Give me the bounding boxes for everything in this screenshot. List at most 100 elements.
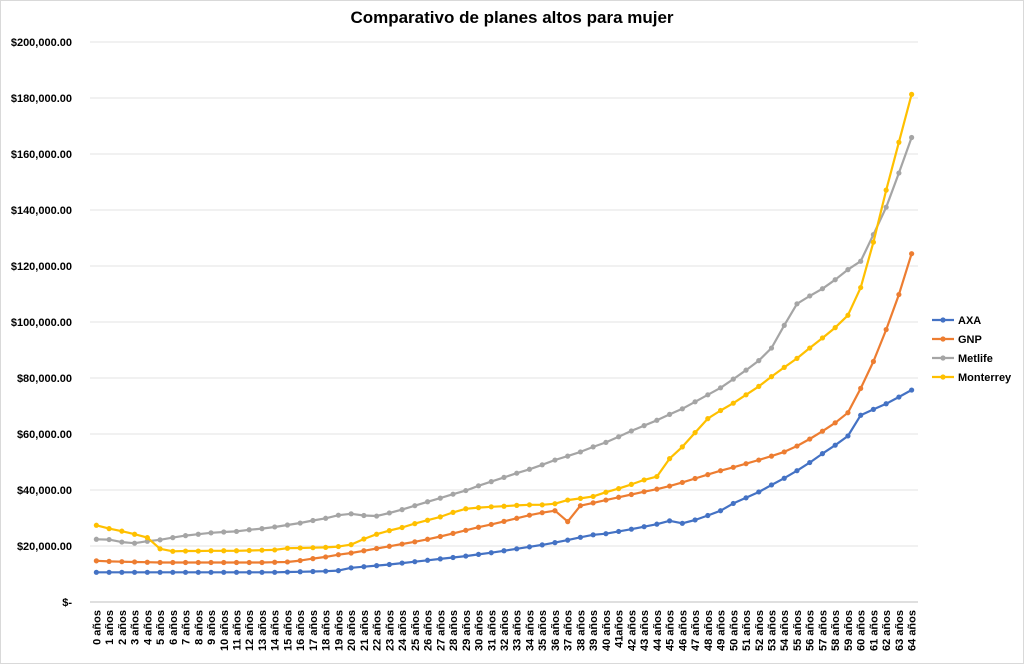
x-tick-label: 18 años <box>321 610 333 651</box>
x-tick-label: 47 años <box>690 610 702 651</box>
data-point-gnp <box>730 464 736 470</box>
data-point-metlife <box>386 510 392 516</box>
data-point-metlife <box>195 531 201 537</box>
data-point-monterrey <box>768 374 775 380</box>
data-point-gnp <box>259 559 265 566</box>
x-tick-label: 6 años <box>168 610 180 645</box>
data-point-axa <box>717 508 724 514</box>
y-tick-label: $60,000.00 <box>17 429 72 441</box>
data-point-axa <box>106 569 112 575</box>
data-point-axa <box>412 559 418 565</box>
data-point-monterrey <box>717 407 724 414</box>
x-tick-label: 14 años <box>270 610 282 651</box>
x-tick-label: 62 años <box>881 610 893 651</box>
data-point-metlife <box>730 376 736 382</box>
data-point-metlife <box>501 474 507 480</box>
x-tick-label: 10 años <box>219 610 231 651</box>
data-point-axa <box>870 406 877 412</box>
data-point-gnp <box>93 558 99 564</box>
data-point-metlife <box>832 277 838 283</box>
data-point-axa <box>667 518 673 524</box>
data-point-gnp <box>412 539 418 545</box>
data-point-axa <box>526 544 533 550</box>
x-tick-label: 3 años <box>130 610 142 645</box>
x-tick-label: 58 años <box>830 610 842 651</box>
data-point-axa <box>246 569 252 575</box>
data-point-metlife <box>616 434 622 440</box>
data-point-gnp <box>437 533 443 540</box>
data-point-metlife <box>475 483 482 489</box>
data-point-metlife <box>259 526 265 532</box>
data-point-gnp <box>361 548 367 554</box>
x-tick-label: 8 años <box>193 610 205 645</box>
data-point-metlife <box>374 513 380 519</box>
data-point-monterrey <box>335 543 341 550</box>
x-tick-label: 26 años <box>423 610 435 651</box>
x-tick-label: 11 años <box>231 610 243 650</box>
data-point-axa <box>896 394 902 400</box>
data-point-gnp <box>819 428 826 434</box>
data-point-metlife <box>399 507 405 513</box>
data-point-metlife <box>717 385 724 391</box>
data-point-monterrey <box>603 489 609 495</box>
x-tick-label: 1 años <box>104 610 116 645</box>
data-point-monterrey <box>437 514 443 520</box>
data-point-axa <box>858 412 864 418</box>
series-lines <box>93 91 915 575</box>
data-point-gnp <box>475 524 482 530</box>
data-point-axa <box>195 569 201 575</box>
series-line-monterrey <box>96 94 913 553</box>
data-point-monterrey <box>526 502 533 508</box>
data-point-monterrey <box>361 536 367 542</box>
data-point-metlife <box>781 322 787 328</box>
x-tick-label: 54 años <box>779 610 791 651</box>
data-point-axa <box>832 442 838 448</box>
data-point-metlife <box>208 530 214 536</box>
series-line-gnp <box>96 253 913 564</box>
x-tick-label: 22 años <box>372 610 384 651</box>
series-line-metlife <box>96 137 913 545</box>
data-point-monterrey <box>374 531 380 537</box>
x-tick-label: 0 años <box>91 610 103 645</box>
data-point-gnp <box>845 410 851 416</box>
x-tick-label: 5 años <box>155 610 167 645</box>
data-point-gnp <box>794 443 800 449</box>
data-point-monterrey <box>310 545 316 551</box>
data-point-gnp <box>832 420 838 426</box>
data-point-axa <box>374 563 380 569</box>
x-tick-label: 38 años <box>575 610 587 651</box>
legend-label-monterrey: Monterrey <box>958 372 1012 384</box>
data-point-gnp <box>272 559 278 565</box>
x-tick-label: 24 años <box>397 610 409 651</box>
data-point-metlife <box>896 170 902 176</box>
data-point-metlife <box>667 411 673 417</box>
x-tick-label: 51 años <box>741 610 753 651</box>
data-point-axa <box>259 569 265 575</box>
data-point-metlife <box>590 444 596 450</box>
data-point-monterrey <box>501 503 507 509</box>
x-tick-label: 34 años <box>524 610 536 651</box>
data-point-monterrey <box>539 502 545 508</box>
data-point-gnp <box>539 510 545 516</box>
data-point-axa <box>233 569 240 575</box>
data-point-monterrey <box>692 430 698 436</box>
data-point-axa <box>781 475 787 481</box>
data-point-monterrey <box>705 416 711 422</box>
data-point-gnp <box>667 483 673 489</box>
data-point-monterrey <box>832 325 838 331</box>
x-tick-label: 31 años <box>486 610 498 651</box>
legend-marker-monterrey <box>940 374 946 380</box>
data-point-monterrey <box>628 481 634 487</box>
data-point-gnp <box>514 515 520 521</box>
data-point-gnp <box>399 541 405 547</box>
y-tick-label: $40,000.00 <box>17 485 72 497</box>
data-point-axa <box>463 553 469 559</box>
data-point-axa <box>628 526 634 532</box>
data-point-metlife <box>552 457 558 463</box>
data-point-gnp <box>424 536 431 542</box>
x-tick-label: 9 años <box>206 610 218 645</box>
data-point-metlife <box>131 540 138 546</box>
x-tick-label: 37 años <box>563 610 575 651</box>
data-point-monterrey <box>514 502 520 508</box>
data-point-axa <box>475 551 482 558</box>
